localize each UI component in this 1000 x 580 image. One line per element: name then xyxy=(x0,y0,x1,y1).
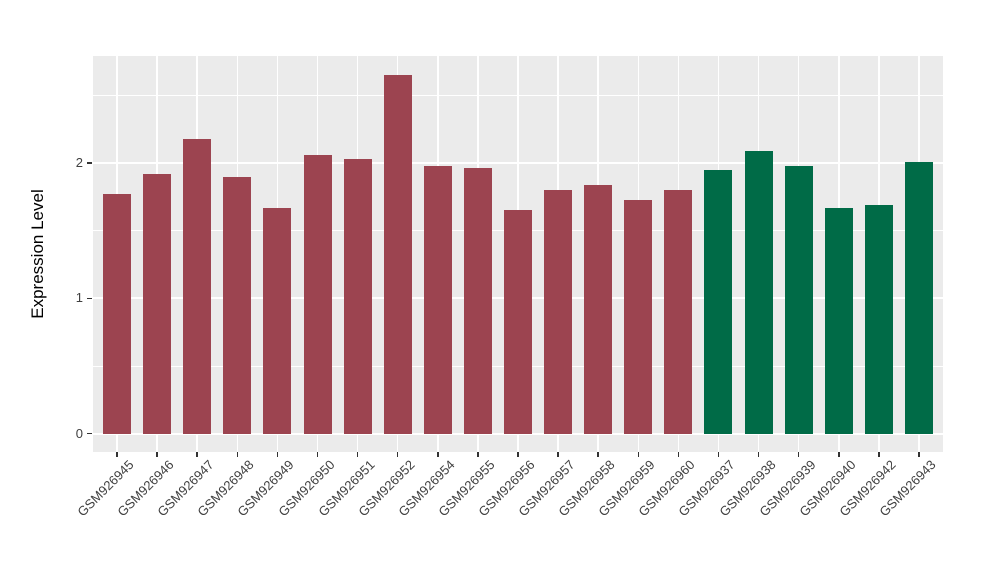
x-tick-mark xyxy=(156,452,158,457)
x-tick-mark xyxy=(236,452,239,457)
bar xyxy=(263,207,292,434)
x-tick-mark xyxy=(677,452,680,457)
bar xyxy=(343,158,372,434)
x-tick-mark xyxy=(116,452,118,457)
x-tick-mark xyxy=(396,452,399,457)
x-tick-mark xyxy=(517,452,519,457)
bar xyxy=(864,204,893,434)
y-tick-label: 1 xyxy=(75,290,83,306)
x-tick-mark xyxy=(797,452,800,457)
bar xyxy=(744,150,773,434)
bar xyxy=(223,176,252,434)
y-tick-mark xyxy=(87,297,92,300)
bar xyxy=(463,168,492,434)
bar xyxy=(784,165,813,434)
bar xyxy=(824,207,853,434)
x-tick-mark xyxy=(637,452,640,457)
y-tick-label: 2 xyxy=(75,155,83,170)
y-tick-mark xyxy=(87,162,92,164)
bar xyxy=(303,154,332,434)
y-axis-title: Expression Level xyxy=(28,189,47,319)
bar xyxy=(704,169,733,434)
y-tick-mark xyxy=(87,432,92,435)
x-tick-mark xyxy=(276,452,279,457)
x-tick-mark xyxy=(477,452,479,457)
x-tick-mark xyxy=(838,452,840,457)
bar xyxy=(664,190,693,434)
x-tick-mark xyxy=(356,452,359,457)
y-tick-label: 0 xyxy=(75,425,83,441)
bar xyxy=(504,210,532,434)
x-tick-mark xyxy=(878,452,880,457)
x-tick-mark xyxy=(918,452,920,457)
x-tick-mark xyxy=(597,452,599,457)
x-tick-mark xyxy=(717,452,720,457)
x-tick-mark xyxy=(437,452,439,457)
bar xyxy=(904,161,933,434)
bar xyxy=(183,138,212,434)
x-tick-mark xyxy=(557,452,559,457)
bar xyxy=(423,165,452,434)
plot-panel xyxy=(93,56,943,452)
bar xyxy=(624,199,653,434)
x-tick-mark xyxy=(757,452,760,457)
x-tick-mark xyxy=(316,452,319,457)
bar xyxy=(143,173,172,434)
bar xyxy=(103,194,132,434)
bar xyxy=(383,75,412,434)
x-tick-mark xyxy=(196,452,198,457)
bar xyxy=(544,190,573,434)
bar xyxy=(584,184,613,434)
